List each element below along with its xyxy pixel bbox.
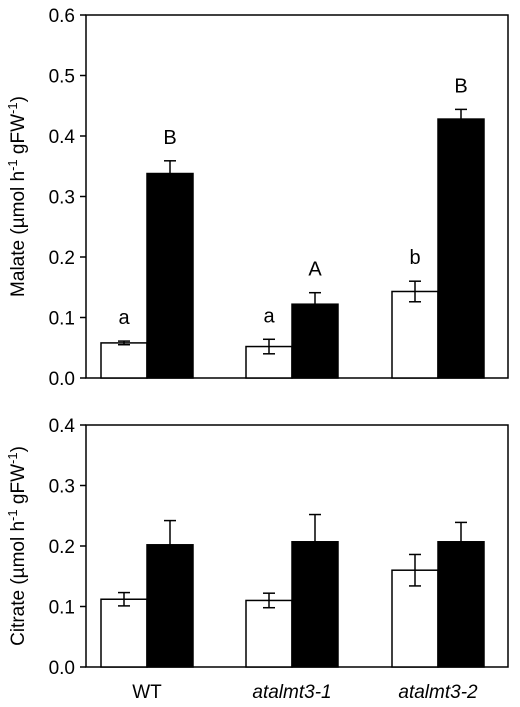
chart1-bar [100,598,148,668]
chart0-y-axis-title: Malate (µmol h-1 gFW-1) [5,96,30,297]
chart1-x-category-label: atalmt3-1 [252,682,331,703]
chart1-bar [437,541,485,668]
chart0-significance-letter: B [163,127,176,149]
chart1-bar [146,544,194,668]
chart0-y-axis-title-part: -1 [5,102,20,114]
chart1-x-category-label: atalmt3-2 [398,682,478,703]
chart0-significance-letter: a [263,305,275,327]
chart0-y-tick-label: 0.0 [49,369,75,390]
chart0-y-tick-label: 0.3 [49,188,75,209]
chart0-bar [146,172,194,379]
chart1-y-axis-title-part: Citrate (µmol h [8,521,29,646]
chart0-y-tick-label: 0.4 [49,127,76,148]
chart0-bar [100,342,148,379]
chart0-y-axis-title-part: -1 [5,159,20,171]
chart0-y-tick-label: 0.6 [49,6,75,27]
chart0-significance-letter: a [118,307,130,329]
chart1-bar [291,541,339,668]
chart1-y-axis-title-part: ) [8,446,29,452]
chart1-y-tick-label: 0.0 [49,658,75,679]
chart0-bar [391,290,439,379]
chart1-y-tick-label: 0.4 [49,416,76,437]
chart1-bar [245,599,293,668]
chart1-y-axis-title-part: -1 [5,452,20,464]
chart0-y-axis-title-part: ) [8,96,29,102]
chart1-y-axis-title-part: gFW [8,464,29,509]
chart0-y-tick-label: 0.1 [49,309,75,330]
chart1-y-tick-label: 0.1 [49,598,75,619]
chart1-y-axis-title-part: -1 [5,509,20,521]
chart0-significance-letter: A [308,259,322,281]
chart1-y-tick-label: 0.3 [49,477,75,498]
chart1-y-axis-title: Citrate (µmol h-1 gFW-1) [5,446,30,646]
chart0-significance-letter: b [409,247,420,269]
chart0-bar [291,303,339,379]
chart0-bar [437,118,485,379]
chart1-x-category-label: WT [132,682,162,703]
chart0-y-axis-title-part: Malate (µmol h [8,171,29,297]
chart1-y-tick-label: 0.2 [49,537,75,558]
chart0-y-tick-label: 0.2 [49,248,75,269]
chart0-y-axis-title-part: gFW [8,114,29,159]
chart0-significance-letter: B [454,75,467,97]
chart0-y-tick-label: 0.5 [49,67,75,88]
